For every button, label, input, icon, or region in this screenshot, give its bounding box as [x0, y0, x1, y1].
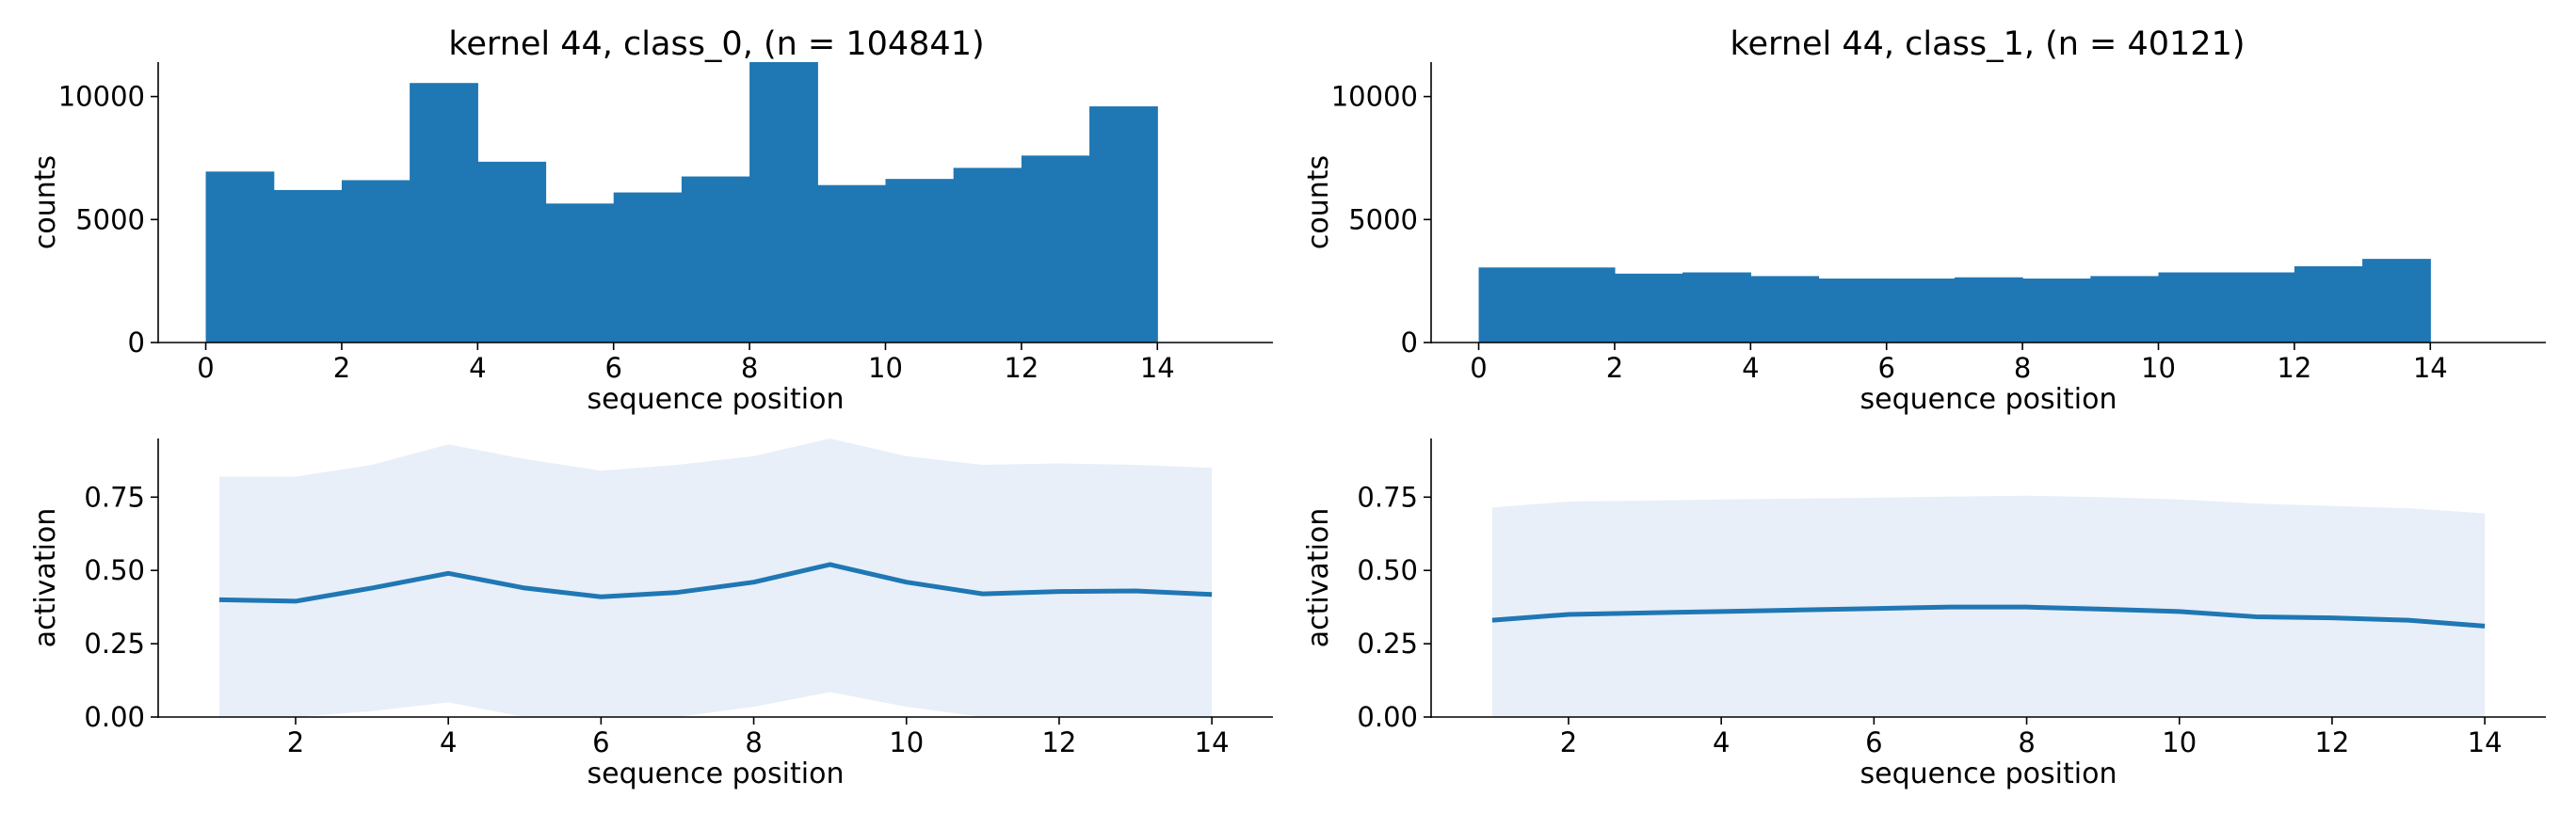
- x-tick-label: 8: [2018, 726, 2035, 758]
- x-tick-label: 12: [1041, 726, 1076, 758]
- histogram-bar: [953, 167, 1022, 343]
- x-tick-label: 8: [2014, 352, 2031, 384]
- histogram-bar: [1089, 106, 1158, 343]
- x-tick-label: 2: [1606, 352, 1623, 384]
- x-tick-label: 2: [1560, 726, 1577, 758]
- histogram-bar: [613, 192, 683, 343]
- x-tick-label: 12: [2314, 726, 2349, 758]
- histogram-bar: [1682, 272, 1751, 343]
- y-tick-label: 0.25: [84, 628, 145, 660]
- y-axis-label: activation: [1302, 508, 1335, 648]
- y-axis-label: activation: [29, 508, 62, 648]
- histogram-bar: [1818, 279, 1888, 343]
- y-tick-label: 10000: [58, 81, 145, 113]
- x-tick-label: 0: [1470, 352, 1487, 384]
- x-tick-label: 14: [2468, 726, 2503, 758]
- y-axis-label: counts: [1302, 155, 1335, 249]
- x-tick-label: 12: [2277, 352, 2311, 384]
- y-tick-label: 5000: [75, 203, 145, 235]
- histogram-bar: [749, 62, 818, 343]
- histogram-bar: [1886, 279, 1956, 343]
- x-tick-label: 0: [197, 352, 214, 384]
- y-tick-label: 0.00: [1357, 701, 1418, 733]
- histogram-bar: [1546, 267, 1616, 343]
- y-tick-label: 0.50: [84, 554, 145, 586]
- y-tick-label: 0: [1401, 327, 1418, 359]
- histogram-bar: [1750, 276, 1820, 343]
- histogram-bar: [1954, 277, 2023, 343]
- x-tick-label: 12: [1004, 352, 1038, 384]
- histogram-class-0: kernel 44, class_0, (n = 104841) 0 2 4 6 8 10…: [29, 25, 1273, 416]
- x-tick-label: 10: [2141, 352, 2176, 384]
- histogram-bar: [2226, 272, 2295, 343]
- y-tick-label: 0.00: [84, 701, 145, 733]
- x-tick-label: 8: [745, 726, 762, 758]
- x-axis-label: sequence position: [1860, 383, 2117, 416]
- histogram-bar: [2022, 279, 2091, 343]
- histogram-bar: [273, 189, 343, 343]
- x-tick-label: 14: [1140, 352, 1175, 384]
- activation-plot-class-1: 2 4 6 8 10 12 14 0.00 0.25 0.50 0.75 sequence posit…: [1302, 438, 2546, 790]
- histogram-bar: [205, 171, 275, 343]
- x-tick-label: 8: [741, 352, 758, 384]
- x-tick-label: 4: [469, 352, 486, 384]
- histogram-bar: [341, 180, 411, 343]
- std-band: [218, 438, 1213, 717]
- histogram-bar: [410, 83, 478, 343]
- activation-plot-class-0: 2 4 6 8 10 12 14 0.00 0.25 0.50 0.75 sequence posit…: [29, 438, 1273, 790]
- histogram-bar: [1478, 267, 1548, 343]
- x-tick-label: 2: [333, 352, 350, 384]
- y-tick-label: 0: [128, 327, 145, 359]
- histogram-bar: [2090, 276, 2160, 343]
- histogram-class-1: kernel 44, class_1, (n = 40121) 0 2 4 6 8 10 1…: [1302, 25, 2546, 416]
- x-tick-label: 14: [2413, 352, 2448, 384]
- x-tick-label: 10: [2162, 726, 2197, 758]
- y-tick-label: 0.75: [84, 481, 145, 513]
- y-axis-label: counts: [29, 155, 62, 249]
- x-tick-label: 10: [868, 352, 903, 384]
- histogram-bar: [2362, 259, 2431, 343]
- histogram-bar: [681, 176, 750, 343]
- histogram-bar: [477, 161, 547, 343]
- histogram-bar: [817, 184, 887, 343]
- x-tick-label: 6: [1877, 352, 1894, 384]
- x-tick-label: 6: [604, 352, 621, 384]
- mean-line: [1491, 604, 2486, 629]
- histogram-bar: [1614, 273, 1683, 343]
- histogram-bar: [1021, 155, 1090, 343]
- x-tick-label: 6: [592, 726, 609, 758]
- x-tick-label: 10: [889, 726, 924, 758]
- y-tick-label: 0.25: [1357, 628, 1418, 660]
- histogram-bar: [885, 179, 955, 343]
- y-tick-label: 0.50: [1357, 554, 1418, 586]
- histogram-bar: [545, 203, 615, 343]
- y-tick-label: 10000: [1331, 81, 1418, 113]
- x-tick-label: 4: [1713, 726, 1730, 758]
- histogram-bar: [2294, 265, 2363, 343]
- x-tick-label: 4: [1742, 352, 1759, 384]
- mean-line: [218, 562, 1213, 604]
- chart-title: kernel 44, class_0, (n = 104841): [448, 25, 984, 63]
- y-tick-label: 5000: [1348, 203, 1418, 235]
- chart-title: kernel 44, class_1, (n = 40121): [1731, 25, 2246, 63]
- x-axis-label: sequence position: [1860, 757, 2117, 790]
- y-tick-label: 0.75: [1357, 481, 1418, 513]
- x-tick-label: 14: [1195, 726, 1230, 758]
- x-axis-label: sequence position: [588, 757, 845, 790]
- histogram-bar: [2158, 272, 2228, 343]
- x-tick-label: 2: [287, 726, 304, 758]
- x-tick-label: 6: [1865, 726, 1882, 758]
- x-axis-label: sequence position: [588, 383, 845, 416]
- x-tick-label: 4: [440, 726, 457, 758]
